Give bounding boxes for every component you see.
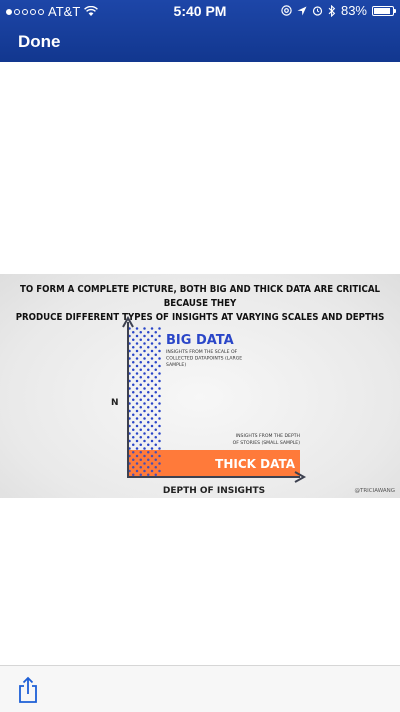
thick-data-desc-1: INSIGHTS FROM THE DEPTH [236, 433, 300, 439]
share-icon[interactable] [16, 676, 40, 704]
y-axis-label: N [111, 398, 119, 408]
big-data-title: BIG DATA [166, 333, 234, 348]
thick-data-overlap-dots [128, 450, 162, 477]
headline-line-1: TO FORM A COMPLETE PICTURE, BOTH BIG AND… [19, 284, 381, 309]
location-icon [297, 6, 307, 15]
status-time: 5:40 PM [173, 3, 227, 19]
status-bar: AT&T 5:40 PM 83% [0, 0, 400, 22]
x-axis-arrow [294, 471, 307, 483]
bottom-toolbar [0, 665, 400, 712]
battery-percent: 83% [340, 3, 367, 18]
carrier-name: AT&T [48, 4, 81, 19]
headline-line-2: PRODUCE DIFFERENT TYPES OF INSIGHTS AT V… [15, 312, 385, 323]
navigation-bar: AT&T 5:40 PM 83% [0, 0, 400, 62]
infographic-chart: N DEPTH OF INSIGHTS BIG DATA INSIGHTS FR… [111, 315, 395, 496]
wifi-icon [84, 6, 99, 16]
signal-strength-icon [6, 8, 44, 15]
y-axis-arrow [122, 315, 134, 328]
done-button[interactable]: Done [18, 32, 61, 51]
big-data-desc-2: COLLECTED DATAPOINTS (LARGE [166, 356, 242, 362]
thick-data-desc-2: OF STORIES (SMALL SAMPLE) [233, 440, 301, 446]
thick-data-title: THICK DATA [215, 457, 296, 471]
status-right: 83% [281, 3, 396, 18]
alarm-icon [312, 6, 323, 16]
infographic-headline: TO FORM A COMPLETE PICTURE, BOTH BIG AND… [4, 283, 396, 325]
x-axis-label: DEPTH OF INSIGHTS [163, 486, 265, 496]
infographic-image[interactable]: TO FORM A COMPLETE PICTURE, BOTH BIG AND… [0, 274, 400, 498]
bluetooth-icon [328, 4, 336, 17]
battery-icon [372, 5, 396, 16]
at-icon [281, 5, 292, 16]
big-data-desc-3: SAMPLE) [166, 362, 186, 368]
carrier-signal: AT&T [6, 4, 99, 19]
credit-label: @TRICIAWANG [354, 488, 395, 494]
big-data-desc-1: INSIGHTS FROM THE SCALE OF [166, 349, 238, 355]
